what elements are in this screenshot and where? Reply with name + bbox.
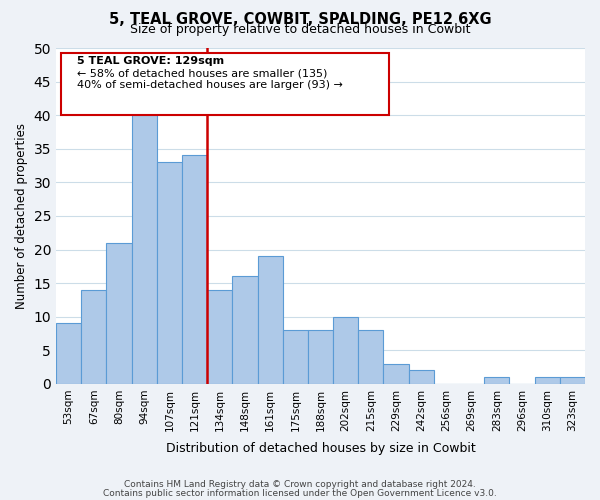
Bar — [81, 290, 106, 384]
Bar — [383, 364, 409, 384]
Text: 40% of semi-detached houses are larger (93) →: 40% of semi-detached houses are larger (… — [77, 80, 343, 90]
Y-axis label: Number of detached properties: Number of detached properties — [15, 123, 28, 309]
Text: ← 58% of detached houses are smaller (135): ← 58% of detached houses are smaller (13… — [77, 68, 328, 78]
Text: Size of property relative to detached houses in Cowbit: Size of property relative to detached ho… — [130, 22, 470, 36]
Text: 5, TEAL GROVE, COWBIT, SPALDING, PE12 6XG: 5, TEAL GROVE, COWBIT, SPALDING, PE12 6X… — [109, 12, 491, 28]
Bar — [308, 330, 333, 384]
Bar — [207, 290, 232, 384]
Bar — [560, 377, 585, 384]
Bar — [182, 156, 207, 384]
Bar — [409, 370, 434, 384]
Bar — [257, 256, 283, 384]
Text: 5 TEAL GROVE: 129sqm: 5 TEAL GROVE: 129sqm — [77, 56, 224, 66]
Bar — [333, 316, 358, 384]
Bar — [56, 324, 81, 384]
Bar — [232, 276, 257, 384]
Bar — [106, 243, 131, 384]
Bar — [358, 330, 383, 384]
Bar — [157, 162, 182, 384]
Text: Contains public sector information licensed under the Open Government Licence v3: Contains public sector information licen… — [103, 489, 497, 498]
X-axis label: Distribution of detached houses by size in Cowbit: Distribution of detached houses by size … — [166, 442, 475, 455]
Bar — [535, 377, 560, 384]
Bar — [484, 377, 509, 384]
Bar — [283, 330, 308, 384]
FancyBboxPatch shape — [61, 53, 389, 115]
Text: Contains HM Land Registry data © Crown copyright and database right 2024.: Contains HM Land Registry data © Crown c… — [124, 480, 476, 489]
Bar — [131, 115, 157, 384]
